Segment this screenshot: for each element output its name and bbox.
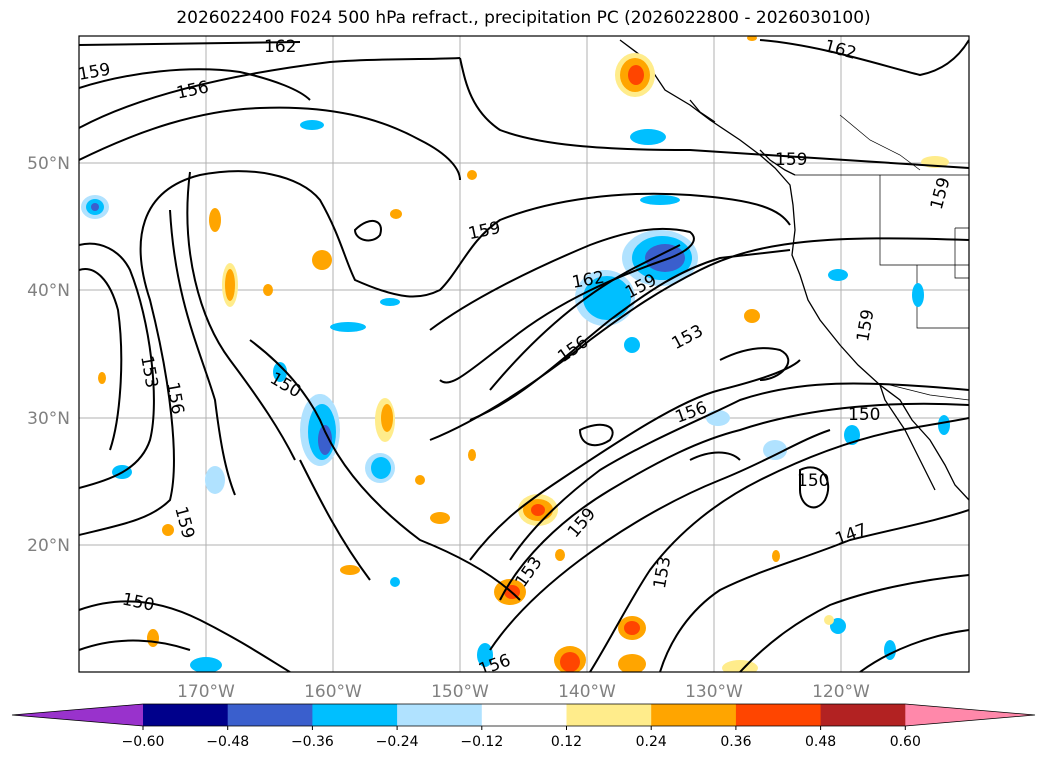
precip-shading: [81, 36, 950, 672]
map-frame: [78, 35, 970, 673]
lon-tick-label: 130°W: [685, 682, 743, 702]
colorbar-segment: [735, 704, 822, 726]
colorbar-segment: [566, 704, 652, 726]
colorbar-segment: [312, 704, 398, 726]
colorbar-tick-label: 0.60: [890, 734, 921, 750]
colorbar-extend-min: [12, 704, 143, 726]
lat-tick-label: 40°N: [27, 281, 70, 301]
contour-label: 150: [797, 471, 829, 491]
chart-title: 2026022400 F024 500 hPa refract., precip…: [176, 8, 871, 28]
lat-tick-label: 20°N: [27, 536, 70, 556]
lon-tick-label: 150°W: [431, 682, 489, 702]
colorbar-extend-max: [905, 704, 1035, 726]
colorbar-tick-label: −0.60: [122, 734, 165, 750]
colorbar-tick-label: −0.12: [460, 734, 503, 750]
colorbar-segment: [143, 704, 229, 726]
colorbar-segment: [651, 704, 737, 726]
lat-tick-labels: 50°N 40°N 30°N 20°N: [27, 154, 70, 556]
lon-tick-labels: 170°W 160°W 150°W 140°W 130°W 120°W: [177, 682, 870, 702]
lon-tick-label: 140°W: [558, 682, 616, 702]
colorbar-segment: [227, 704, 313, 726]
refractivity-contours: [79, 39, 969, 672]
gridlines: [79, 36, 969, 672]
colorbar-tick-label: 0.36: [720, 734, 751, 750]
colorbar-tick-label: −0.24: [376, 734, 419, 750]
lat-tick-label: 50°N: [27, 154, 70, 174]
map-area: [79, 36, 969, 672]
colorbar-tick-label: −0.48: [206, 734, 249, 750]
colorbar: −0.60 −0.48 −0.36 −0.24 −0.12 0.12 0.24 0.36 0.4…: [11, 703, 1036, 750]
colorbar-tick-label: −0.36: [291, 734, 334, 750]
colorbar-segment: [481, 704, 567, 726]
lon-tick-label: 160°W: [304, 682, 362, 702]
lon-tick-label: 120°W: [812, 682, 870, 702]
colorbar-tick-label: 0.12: [551, 734, 582, 750]
contour-label: 150: [848, 405, 880, 425]
lat-tick-label: 30°N: [27, 409, 70, 429]
colorbar-segment: [820, 704, 906, 726]
contour-label: 162: [264, 37, 296, 57]
colorbar-tick-label: 0.24: [636, 734, 667, 750]
colorbar-tick-label: 0.48: [805, 734, 836, 750]
lon-tick-label: 170°W: [177, 682, 235, 702]
contour-label: 159: [775, 150, 807, 170]
colorbar-segment: [397, 704, 483, 726]
